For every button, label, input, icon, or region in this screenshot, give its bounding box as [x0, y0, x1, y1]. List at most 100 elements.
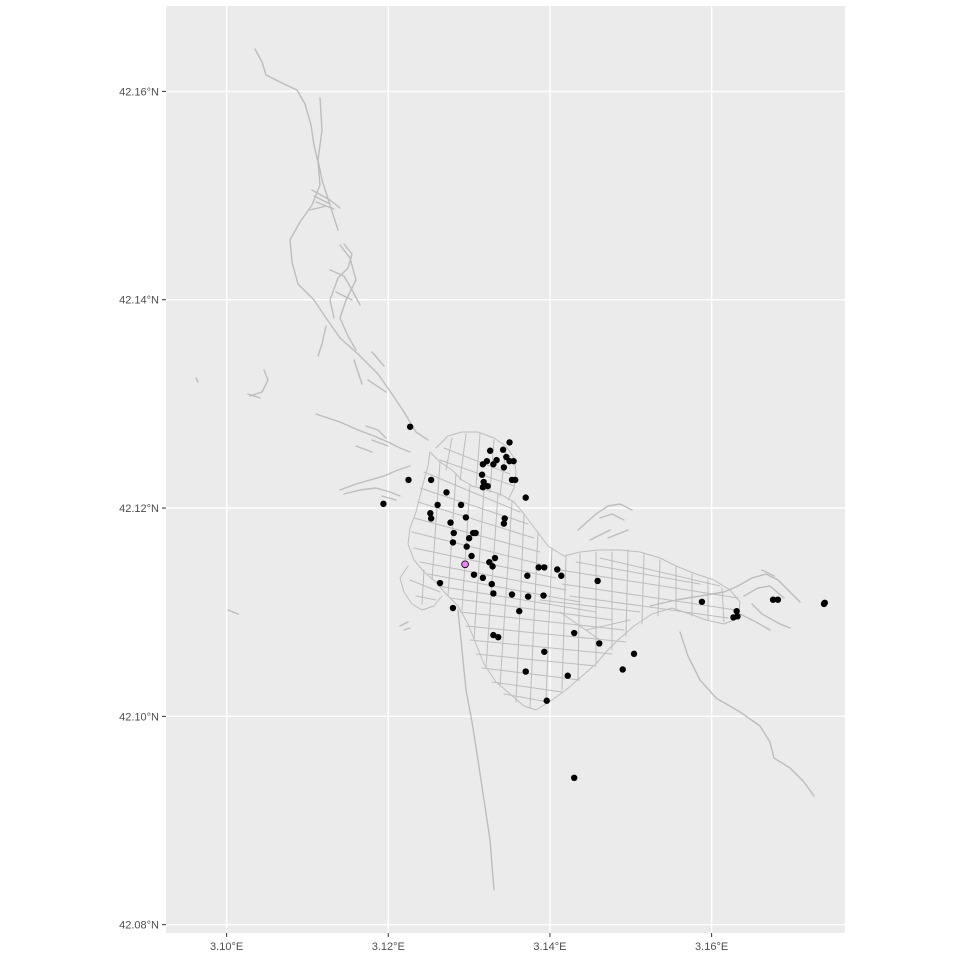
data-point: [489, 563, 496, 570]
road-line: [339, 244, 357, 351]
road-line: [739, 569, 791, 631]
data-point: [522, 668, 529, 675]
data-point: [500, 464, 508, 471]
data-point: [462, 514, 470, 521]
data-point: [510, 457, 517, 465]
data-point: [769, 596, 777, 603]
data-point: [558, 572, 565, 579]
data-point: [524, 593, 532, 600]
data-point: [543, 697, 550, 704]
data-point: [479, 574, 487, 582]
road-line: [649, 573, 801, 607]
road-line: [329, 243, 353, 319]
data-point: [449, 539, 457, 546]
data-point: [630, 650, 638, 658]
y-axis-labels: 42.16°N 42.14°N 42.12°N 42.10°N 42.08°N: [119, 86, 159, 931]
data-point: [698, 598, 706, 605]
road-line: [315, 413, 411, 453]
data-point: [470, 571, 478, 578]
data-point: [490, 631, 497, 639]
data-point: [508, 591, 516, 598]
data-point: [541, 648, 548, 655]
data-point: [443, 489, 450, 496]
data-point: [524, 572, 531, 579]
data-point: [535, 564, 542, 571]
data-point: [450, 529, 457, 537]
data-point: [486, 447, 494, 454]
x-tick-label: 3.10°E: [210, 941, 243, 953]
data-point: [540, 592, 547, 599]
data-point: [821, 599, 828, 607]
road-line: [679, 631, 815, 797]
data-point: [468, 552, 475, 560]
data-point: [733, 607, 740, 615]
data-point: [564, 672, 571, 679]
road-line: [309, 189, 341, 211]
data-point: [500, 520, 508, 527]
data-point: [463, 543, 470, 550]
axis-ticks: [162, 90, 713, 937]
road-line: [254, 48, 429, 441]
road-line: [577, 503, 633, 541]
y-tick-label: 42.12°N: [119, 503, 159, 515]
x-tick-label: 3.16°E: [695, 941, 728, 953]
grid-lines: [166, 6, 845, 933]
data-point: [488, 580, 495, 588]
x-tick-label: 3.12°E: [372, 941, 405, 953]
point-layer: [380, 423, 828, 782]
data-point: [512, 476, 519, 484]
road-line: [317, 97, 339, 231]
data-point: [405, 476, 412, 484]
data-point: [427, 510, 434, 517]
data-point: [506, 439, 513, 446]
data-point: [449, 604, 457, 612]
road-line: [399, 621, 411, 631]
road-line: [195, 369, 269, 615]
y-tick-label: 42.10°N: [119, 711, 159, 723]
data-point: [406, 423, 414, 430]
data-point: [434, 501, 441, 509]
data-point: [501, 515, 508, 522]
data-point: [619, 666, 626, 673]
data-point: [447, 519, 454, 526]
road-grid: [539, 557, 739, 641]
data-point: [541, 564, 548, 571]
highlight-point: [461, 560, 469, 569]
x-tick-label: 3.14°E: [533, 941, 566, 953]
data-point: [499, 446, 507, 453]
road-network: [195, 48, 815, 891]
y-tick-label: 42.08°N: [119, 920, 159, 932]
data-point: [483, 457, 491, 465]
data-point: [478, 471, 486, 478]
data-point: [495, 633, 502, 641]
data-point: [774, 596, 782, 603]
road-line: [457, 609, 495, 891]
data-point: [427, 476, 435, 484]
data-point: [380, 500, 387, 508]
road-grid: [399, 565, 443, 611]
data-point: [596, 640, 603, 647]
road-grid: [407, 451, 741, 711]
data-point: [457, 501, 465, 509]
data-point: [491, 554, 499, 562]
road-line: [317, 269, 387, 393]
data-point: [493, 456, 500, 464]
data-point: [465, 535, 473, 542]
road-line: [355, 425, 389, 453]
data-point: [484, 482, 491, 490]
data-point: [436, 579, 444, 587]
data-point: [480, 478, 487, 486]
y-tick-label: 42.16°N: [119, 86, 159, 98]
road-line: [339, 465, 411, 501]
x-axis-labels: 3.10°E 3.12°E 3.14°E 3.16°E: [210, 941, 728, 953]
data-point: [427, 515, 435, 522]
data-point: [472, 529, 479, 537]
data-point: [571, 629, 578, 637]
data-point: [734, 613, 741, 620]
data-point: [479, 484, 487, 491]
data-point: [571, 774, 578, 782]
y-tick-label: 42.14°N: [119, 295, 159, 307]
data-point: [516, 607, 523, 615]
data-point: [594, 577, 601, 585]
